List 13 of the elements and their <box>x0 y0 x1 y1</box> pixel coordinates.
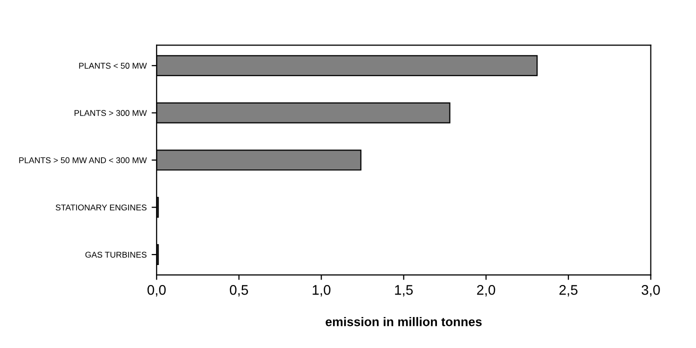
x-axis-title: emission in million tonnes <box>326 317 482 326</box>
y-tick-label: GAS TURBINES <box>85 252 146 258</box>
x-tick-label: 3,0 <box>642 285 660 296</box>
x-tick-label: 2,5 <box>559 285 578 296</box>
y-tick-label: PLANTS > 50 MW AND < 300 MW <box>19 157 147 164</box>
x-tick-label: 0,0 <box>147 285 166 296</box>
y-tick-label: STATIONARY ENGINES <box>56 204 146 210</box>
y-tick-label: PLANTS < 50 MW <box>79 62 147 69</box>
x-tick-label: 0,5 <box>230 285 248 296</box>
x-tick-label: 1,5 <box>395 285 413 296</box>
x-tick-label: 2,0 <box>477 285 496 296</box>
x-tick-label: 1,0 <box>312 285 330 296</box>
y-tick-label: PLANTS > 300 MW <box>74 110 147 116</box>
